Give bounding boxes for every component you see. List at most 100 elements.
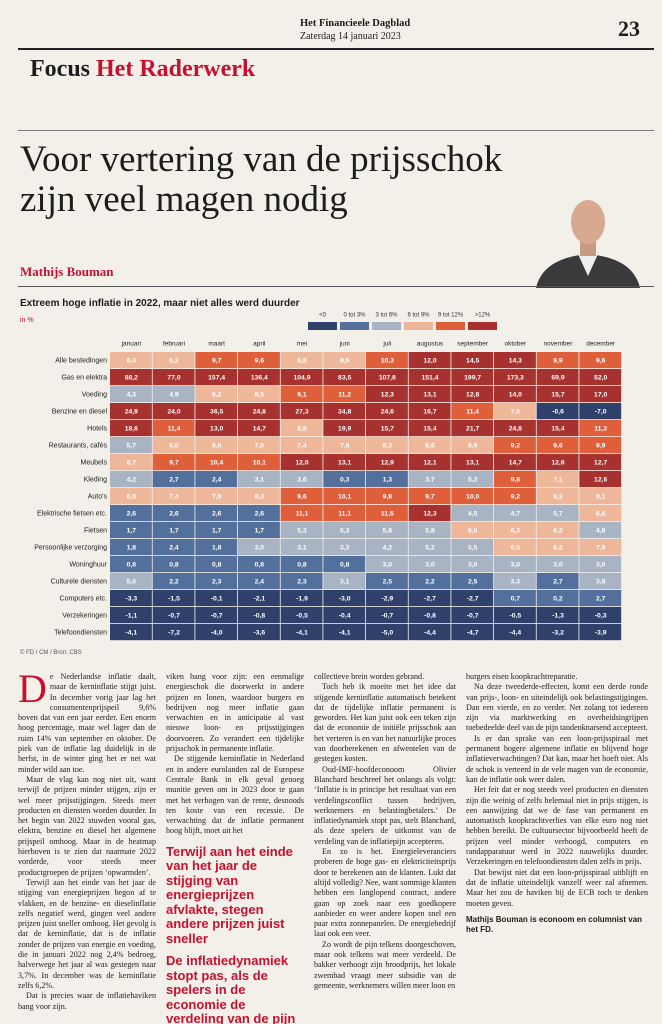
heat-cell — [323, 369, 366, 386]
heat-cell — [280, 386, 323, 403]
heat-cell — [152, 607, 195, 624]
heat-cell — [408, 522, 451, 539]
row-label: Restaurants, cafés — [49, 442, 108, 449]
cell-label: 2,3 — [297, 578, 307, 585]
paragraph: En zo is het. Energieleveranciers prober… — [314, 847, 456, 939]
heat-cell — [366, 539, 408, 556]
heat-cell — [280, 573, 323, 590]
cell-label: 9,6 — [553, 442, 563, 449]
cell-label: -2,7 — [467, 595, 479, 602]
cell-label: 12,1 — [423, 459, 436, 466]
heat-cell — [451, 386, 494, 403]
heat-cell — [366, 352, 408, 369]
heat-cell — [152, 454, 195, 471]
legend-swatch — [404, 322, 433, 330]
heat-cell — [579, 590, 622, 607]
cell-label: 7,1 — [553, 476, 563, 483]
cell-label: -2,7 — [424, 595, 436, 602]
cell-label: 3,3 — [340, 544, 350, 551]
cell-label: -5,0 — [381, 629, 393, 636]
cell-label: 15,7 — [381, 425, 394, 432]
paragraph: Toch heb ik moeite met het idee dat stij… — [314, 682, 456, 764]
cell-label: -4,4 — [424, 629, 436, 636]
cell-label: 13,1 — [466, 459, 479, 466]
heat-cell — [152, 522, 195, 539]
cell-label: 3,0 — [596, 561, 606, 568]
cell-label: 17,0 — [594, 391, 607, 398]
cell-label: -0,5 — [509, 612, 521, 619]
cell-label: 4,2 — [383, 544, 393, 551]
row-label: Persoonlijke verzorging — [34, 544, 107, 551]
legend-swatch — [340, 322, 369, 330]
paragraph: Terwijl aan het einde van het jaar de st… — [18, 877, 156, 990]
heat-cell — [451, 539, 494, 556]
cell-label: 7,5 — [511, 408, 521, 415]
heat-cell — [195, 607, 238, 624]
paragraph: burgers eisen koopkrachtreparatie. — [466, 672, 578, 681]
heat-cell — [152, 471, 195, 488]
cell-label: 5,8 — [383, 527, 393, 534]
heat-cell — [238, 454, 280, 471]
heat-cell — [323, 488, 366, 505]
cell-label: -4,1 — [339, 629, 351, 636]
cell-label: -3,3 — [125, 595, 137, 602]
cell-label: 10,1 — [253, 459, 266, 466]
heat-cell — [408, 539, 451, 556]
cell-label: 3,7 — [425, 476, 435, 483]
cell-label: 6,3 — [511, 527, 521, 534]
row-label: Kleding — [84, 476, 107, 483]
month-label: augustus — [417, 341, 444, 348]
cell-label: 3,8 — [596, 578, 606, 585]
cell-label: 9,7 — [425, 493, 435, 500]
cell-label: 6,8 — [127, 493, 137, 500]
cell-label: 15,4 — [423, 425, 436, 432]
month-label: juni — [339, 341, 350, 348]
article-column: collectieve brein worden gebrand. Toch he… — [314, 672, 456, 1024]
cell-label: 12,3 — [423, 510, 436, 517]
heat-cell — [536, 624, 579, 641]
cell-label: 12,7 — [594, 459, 607, 466]
cell-label: 10,4 — [210, 459, 223, 466]
paragraph: Dat is precies waar de inflatiehaviken b… — [18, 991, 156, 1011]
cell-label: 9,9 — [596, 442, 606, 449]
heat-cell — [323, 539, 366, 556]
heat-cell — [152, 590, 195, 607]
heat-cell — [408, 624, 451, 641]
heat-cell — [451, 369, 494, 386]
rule — [18, 286, 654, 287]
heat-cell — [280, 420, 323, 437]
heat-cell — [195, 573, 238, 590]
heat-cell — [110, 471, 152, 488]
heat-cell — [408, 556, 451, 573]
cell-label: 0,8 — [212, 561, 222, 568]
cell-label: 18,6 — [125, 425, 138, 432]
heatmap: <0 0 tot 3% 3 tot 6% 6 tot 9% 9 tot 12% >12% j… — [34, 313, 622, 641]
author: Mathijs Bouman — [20, 264, 114, 279]
heat-cell — [280, 488, 323, 505]
heat-cell — [323, 556, 366, 573]
cell-label: 10,0 — [466, 493, 479, 500]
heat-cell — [451, 454, 494, 471]
heat-cell — [536, 505, 579, 522]
heat-cell — [494, 522, 536, 539]
cell-label: 7,4 — [297, 442, 307, 449]
heat-cell — [238, 505, 280, 522]
pull-quote: Terwijl aan het einde van het jaar de st… — [166, 843, 293, 946]
legend-swatch — [372, 322, 401, 330]
month-label: februari — [163, 341, 185, 348]
cell-label: 13,1 — [338, 459, 351, 466]
cell-label: 9,8 — [383, 493, 393, 500]
heat-cell — [408, 471, 451, 488]
paragraph: Is er dan sprake van een loon-prijsspira… — [466, 733, 648, 784]
cell-label: 10,1 — [338, 493, 351, 500]
cell-label: -0,4 — [339, 612, 351, 619]
heat-cell — [110, 505, 152, 522]
legend-label: 0 tot 3% — [343, 313, 366, 319]
heat-cell — [280, 522, 323, 539]
cell-label: 11,4 — [466, 408, 479, 415]
heat-cell — [280, 590, 323, 607]
cell-label: 0,3 — [340, 476, 350, 483]
cell-label: 14,7 — [509, 459, 522, 466]
cell-label: 6,0 — [468, 527, 478, 534]
heat-cell — [451, 471, 494, 488]
